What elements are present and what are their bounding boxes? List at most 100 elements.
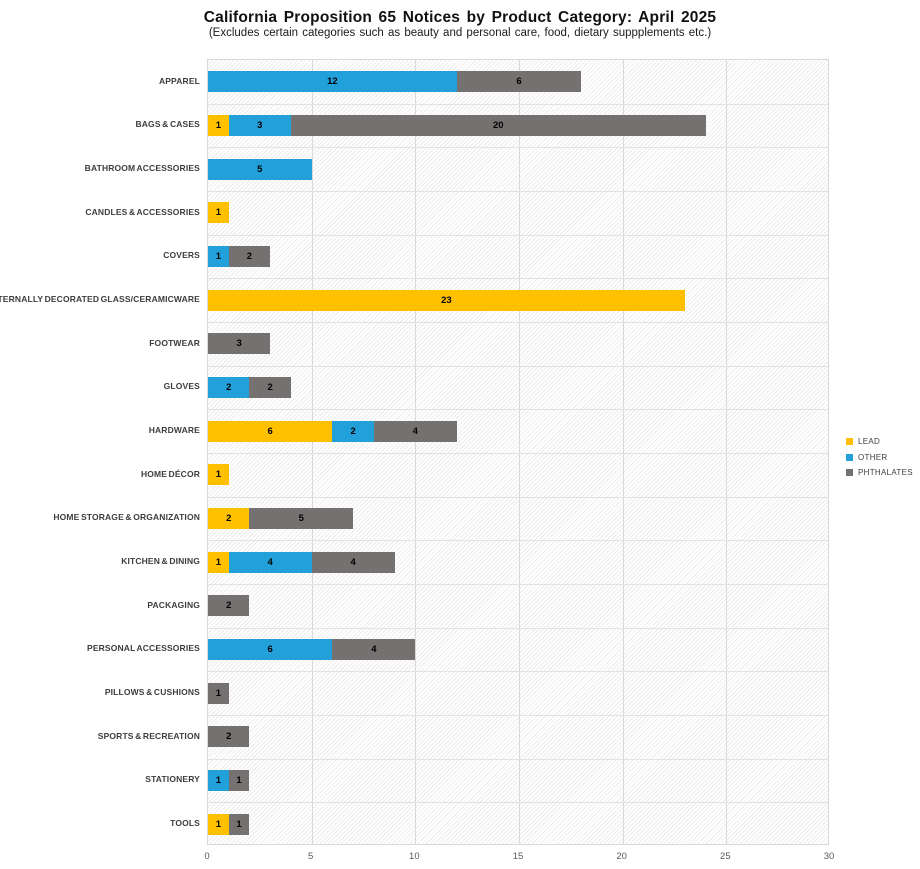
category-label: APPAREL — [158, 75, 200, 86]
bar-segment-other: 1 — [208, 770, 229, 791]
x-tick-label: 10 — [409, 851, 420, 862]
row-separator — [208, 103, 828, 105]
category-label: HARDWARE — [148, 425, 200, 436]
legend-label: LEAD — [858, 437, 881, 447]
bar-segment-other: 1 — [208, 246, 229, 267]
bar-value-label: 3 — [236, 338, 242, 350]
row-separator — [208, 322, 828, 323]
bar-segment-other: 2 — [208, 377, 250, 398]
bar-segment-lead: 1 — [208, 813, 229, 835]
bar-value-label: 1 — [236, 775, 242, 786]
bar-value-label: 1 — [215, 251, 221, 262]
bar-segment-lead: 6 — [208, 420, 333, 442]
bar-value-label: 2 — [226, 600, 232, 612]
row-separator — [208, 409, 828, 411]
category-label: PERSONAL ACCESSORIES — [87, 643, 200, 654]
bar-segment-phthalates: 2 — [208, 726, 250, 748]
x-tick-label: 15 — [512, 851, 524, 862]
bar-segment-phthalates: 1 — [228, 770, 250, 791]
legend-item: OTHER — [846, 450, 913, 466]
chart-title: California Proposition 65 Notices by Pro… — [203, 9, 717, 26]
category-label: FOOTWEAR — [149, 337, 200, 348]
row-separator — [208, 191, 828, 192]
legend-label: PHTHALATES — [858, 468, 913, 478]
bar-value-label: 1 — [215, 818, 221, 830]
row-separator — [208, 671, 828, 673]
category-label: SPORTS & RECREATION — [97, 730, 200, 741]
bar-segment-phthalates: 2 — [249, 377, 291, 398]
bar-segment-lead: 2 — [208, 508, 250, 529]
legend: LEAD OTHER PHTHALATES — [846, 434, 913, 481]
bar-value-label: 4 — [267, 556, 273, 568]
bar-segment-other: 2 — [332, 420, 374, 442]
bar-segment-lead: 1 — [208, 551, 229, 573]
category-label: CANDLES & ACCESSORIES — [85, 206, 200, 217]
gridline-vertical — [415, 60, 417, 844]
legend-item: LEAD — [846, 434, 913, 450]
bar-value-label: 1 — [215, 207, 221, 219]
gridline-vertical — [311, 60, 313, 844]
category-label: EXTERNALLY DECORATED GLASS/CERAMICWARE — [0, 294, 200, 305]
bar-value-label: 6 — [516, 76, 522, 88]
bar-segment-other: 12 — [208, 71, 457, 93]
bar-value-label: 1 — [215, 556, 221, 568]
category-label: HOME DÉCOR — [140, 468, 200, 479]
x-tick-label: 0 — [204, 851, 210, 862]
bar-segment-phthalates: 4 — [311, 551, 395, 573]
bar-segment-lead: 1 — [208, 115, 229, 136]
bar-segment-other: 3 — [228, 115, 291, 136]
bar-value-label: 2 — [226, 513, 232, 524]
legend-swatch-lead — [846, 438, 853, 446]
bar-segment-phthalates: 4 — [373, 420, 457, 442]
bar-value-label: 5 — [298, 513, 304, 524]
bar-value-label: 2 — [226, 382, 232, 393]
category-label: PILLOWS & CUSHIONS — [104, 687, 200, 698]
row-separator — [208, 453, 828, 454]
category-label: GLOVES — [163, 381, 200, 392]
category-label: BATHROOM ACCESSORIES — [84, 163, 200, 174]
bar-value-label: 2 — [246, 251, 253, 262]
bar-segment-other: 6 — [208, 639, 333, 660]
bar-segment-lead: 23 — [208, 289, 685, 311]
bar-value-label: 5 — [257, 163, 263, 175]
bar-segment-lead: 1 — [208, 464, 229, 486]
row-separator — [208, 627, 828, 629]
row-separator — [208, 540, 828, 542]
row-separator — [208, 584, 828, 585]
category-label: HOME STORAGE & ORGANIZATION — [53, 512, 200, 523]
row-separator — [208, 715, 828, 716]
x-tick-label: 25 — [720, 851, 731, 862]
bar-segment-phthalates: 20 — [290, 115, 706, 136]
legend-item: PHTHALATES — [846, 465, 913, 481]
bar-segment-phthalates: 1 — [208, 682, 229, 704]
category-label: PACKAGING — [147, 599, 200, 610]
row-separator — [208, 802, 828, 804]
legend-swatch-other — [846, 453, 853, 461]
category-label: KITCHEN & DINING — [121, 556, 200, 567]
bar-value-label: 1 — [236, 818, 242, 830]
category-label: COVERS — [163, 250, 200, 261]
bar-segment-phthalates: 4 — [332, 639, 416, 660]
bar-value-label: 6 — [267, 644, 273, 655]
bar-value-label: 3 — [257, 120, 263, 131]
legend-label: OTHER — [858, 452, 888, 462]
bar-value-label: 2 — [226, 731, 232, 743]
x-tick-label: 5 — [308, 851, 314, 862]
bar-segment-other: 4 — [228, 551, 312, 573]
bar-segment-lead: 1 — [208, 202, 229, 224]
bar-value-label: 1 — [215, 469, 221, 481]
category-label: STATIONERY — [145, 774, 200, 785]
bar-segment-other: 5 — [208, 158, 312, 180]
row-separator — [208, 147, 828, 149]
bar-segment-phthalates: 2 — [228, 246, 271, 267]
bar-segment-phthalates: 2 — [208, 595, 250, 617]
x-tick-label: 20 — [616, 851, 627, 862]
row-separator — [208, 234, 828, 236]
gridline-vertical — [726, 60, 728, 844]
x-tick-label: 30 — [823, 851, 835, 862]
bar-value-label: 2 — [267, 382, 273, 393]
category-label: BAGS & CASES — [135, 119, 200, 130]
bar-segment-phthalates: 3 — [208, 333, 271, 355]
plot-area: 12 6 1 3 20 5 1 1 2 23 3 2 2 6 2 4 1 2 5 1 4 4 2 6 4 1 2 1 1 1 1 — [207, 59, 829, 845]
